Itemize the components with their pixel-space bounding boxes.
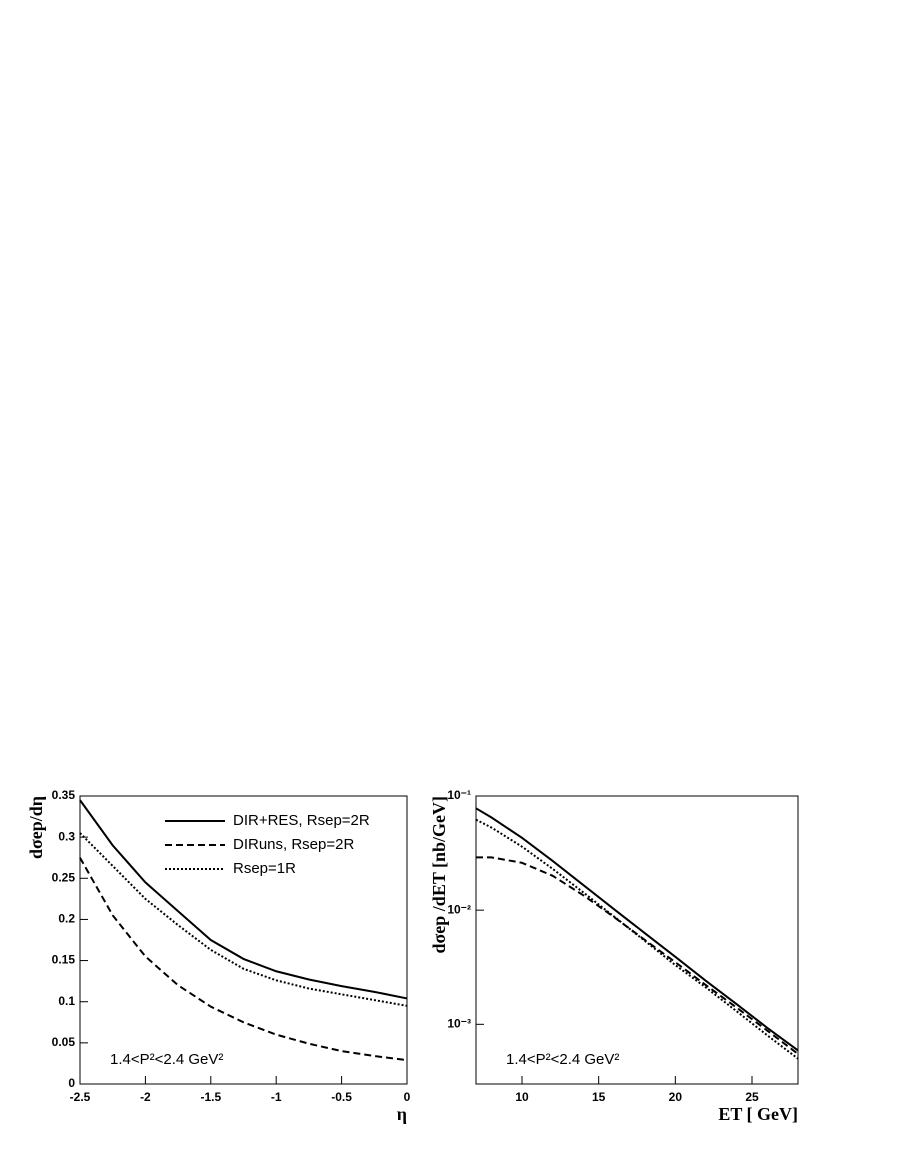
y-tick-label: 10⁻¹ — [447, 788, 471, 802]
y-tick-label: 0.2 — [58, 912, 75, 926]
annotation: 1.4<P²<2.4 GeV² — [110, 1051, 223, 1068]
x-tick-label: -1 — [271, 1090, 282, 1104]
series-line — [476, 856, 799, 1055]
x-tick-label: 0 — [404, 1090, 411, 1104]
x-axis-label: ET [ GeV] — [718, 1104, 798, 1124]
series-line — [79, 832, 408, 1007]
x-tick-label: 10 — [515, 1090, 529, 1104]
legend-label: DIRuns, Rsep=2R — [233, 836, 354, 853]
y-tick-label: 0.15 — [52, 953, 76, 967]
x-tick-label: -2 — [140, 1090, 151, 1104]
plot-frame — [475, 795, 799, 1085]
y-axis-label: dσep /dET [nb/GeV] — [429, 796, 449, 954]
x-tick-label: -0.5 — [331, 1090, 352, 1104]
x-tick-label: 15 — [592, 1090, 606, 1104]
y-tick-label: 0.25 — [52, 870, 76, 884]
series-line — [79, 799, 408, 1000]
y-tick-label: 10⁻² — [447, 902, 471, 916]
plot-frame — [79, 795, 408, 1085]
y-tick-label: 0 — [68, 1076, 75, 1090]
series-line — [475, 818, 799, 1060]
x-tick-label: -2.5 — [70, 1090, 91, 1104]
series-line — [475, 807, 799, 1052]
y-tick-label: 0.3 — [58, 829, 75, 843]
y-tick-label: 0.35 — [52, 788, 76, 802]
legend-label: DIR+RES, Rsep=2R — [233, 812, 370, 829]
legend-label: Rsep=1R — [233, 860, 296, 877]
x-tick-label: 20 — [669, 1090, 683, 1104]
annotation: 1.4<P²<2.4 GeV² — [506, 1051, 619, 1068]
x-tick-label: -1.5 — [200, 1090, 221, 1104]
y-axis-label: dσep/dη — [26, 796, 46, 859]
y-tick-label: 0.1 — [58, 994, 75, 1008]
y-tick-label: 0.05 — [52, 1035, 76, 1049]
y-tick-label: 10⁻³ — [447, 1016, 471, 1030]
panel: -2.5 -2 -1.5 -1 -0.5 0 0 0.05 0.1 0.15 0.2 0.25 0.3 0… — [26, 788, 411, 1124]
x-axis-label: η — [397, 1104, 407, 1124]
series-line — [79, 857, 408, 1062]
x-tick-label: 25 — [745, 1090, 759, 1104]
